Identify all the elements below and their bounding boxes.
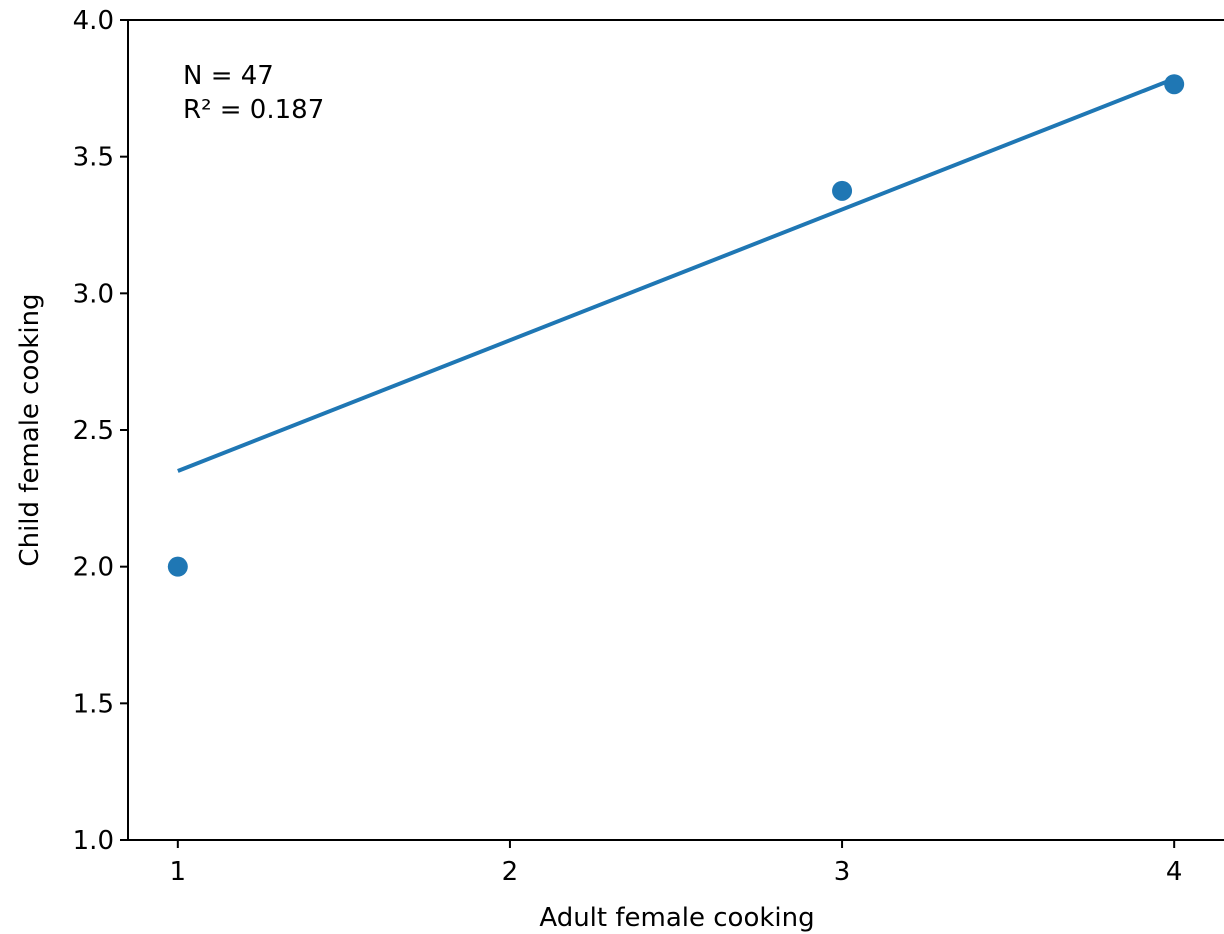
regression-line — [177, 76, 1175, 473]
plot-area — [167, 74, 1185, 577]
x-tick-label: 1 — [170, 857, 187, 887]
r-squared-annotation: R² = 0.187 — [183, 95, 324, 125]
data-point — [1164, 74, 1185, 95]
y-tick-label: 2.5 — [73, 416, 114, 446]
y-axis-label: Child female cooking — [15, 293, 45, 566]
y-tick-label: 1.5 — [73, 689, 114, 719]
data-point — [167, 556, 188, 577]
y-tick-label: 2.0 — [73, 553, 114, 583]
axes — [127, 19, 1224, 841]
n-annotation: N = 47 — [183, 61, 274, 91]
x-axis-label: Adult female cooking — [539, 903, 814, 933]
y-tick-label: 3.5 — [73, 143, 114, 173]
y-tick-label: 4.0 — [73, 6, 114, 36]
ticks: 1 2 3 4 1.0 1.5 2.0 2.5 3.0 3.5 4.0 — [73, 6, 1183, 887]
y-tick-label: 3.0 — [73, 279, 114, 309]
y-tick-label: 1.0 — [73, 826, 114, 856]
x-tick-label: 3 — [834, 857, 851, 887]
data-point — [832, 180, 853, 201]
x-tick-label: 4 — [1166, 857, 1183, 887]
x-tick-label: 2 — [502, 857, 519, 887]
